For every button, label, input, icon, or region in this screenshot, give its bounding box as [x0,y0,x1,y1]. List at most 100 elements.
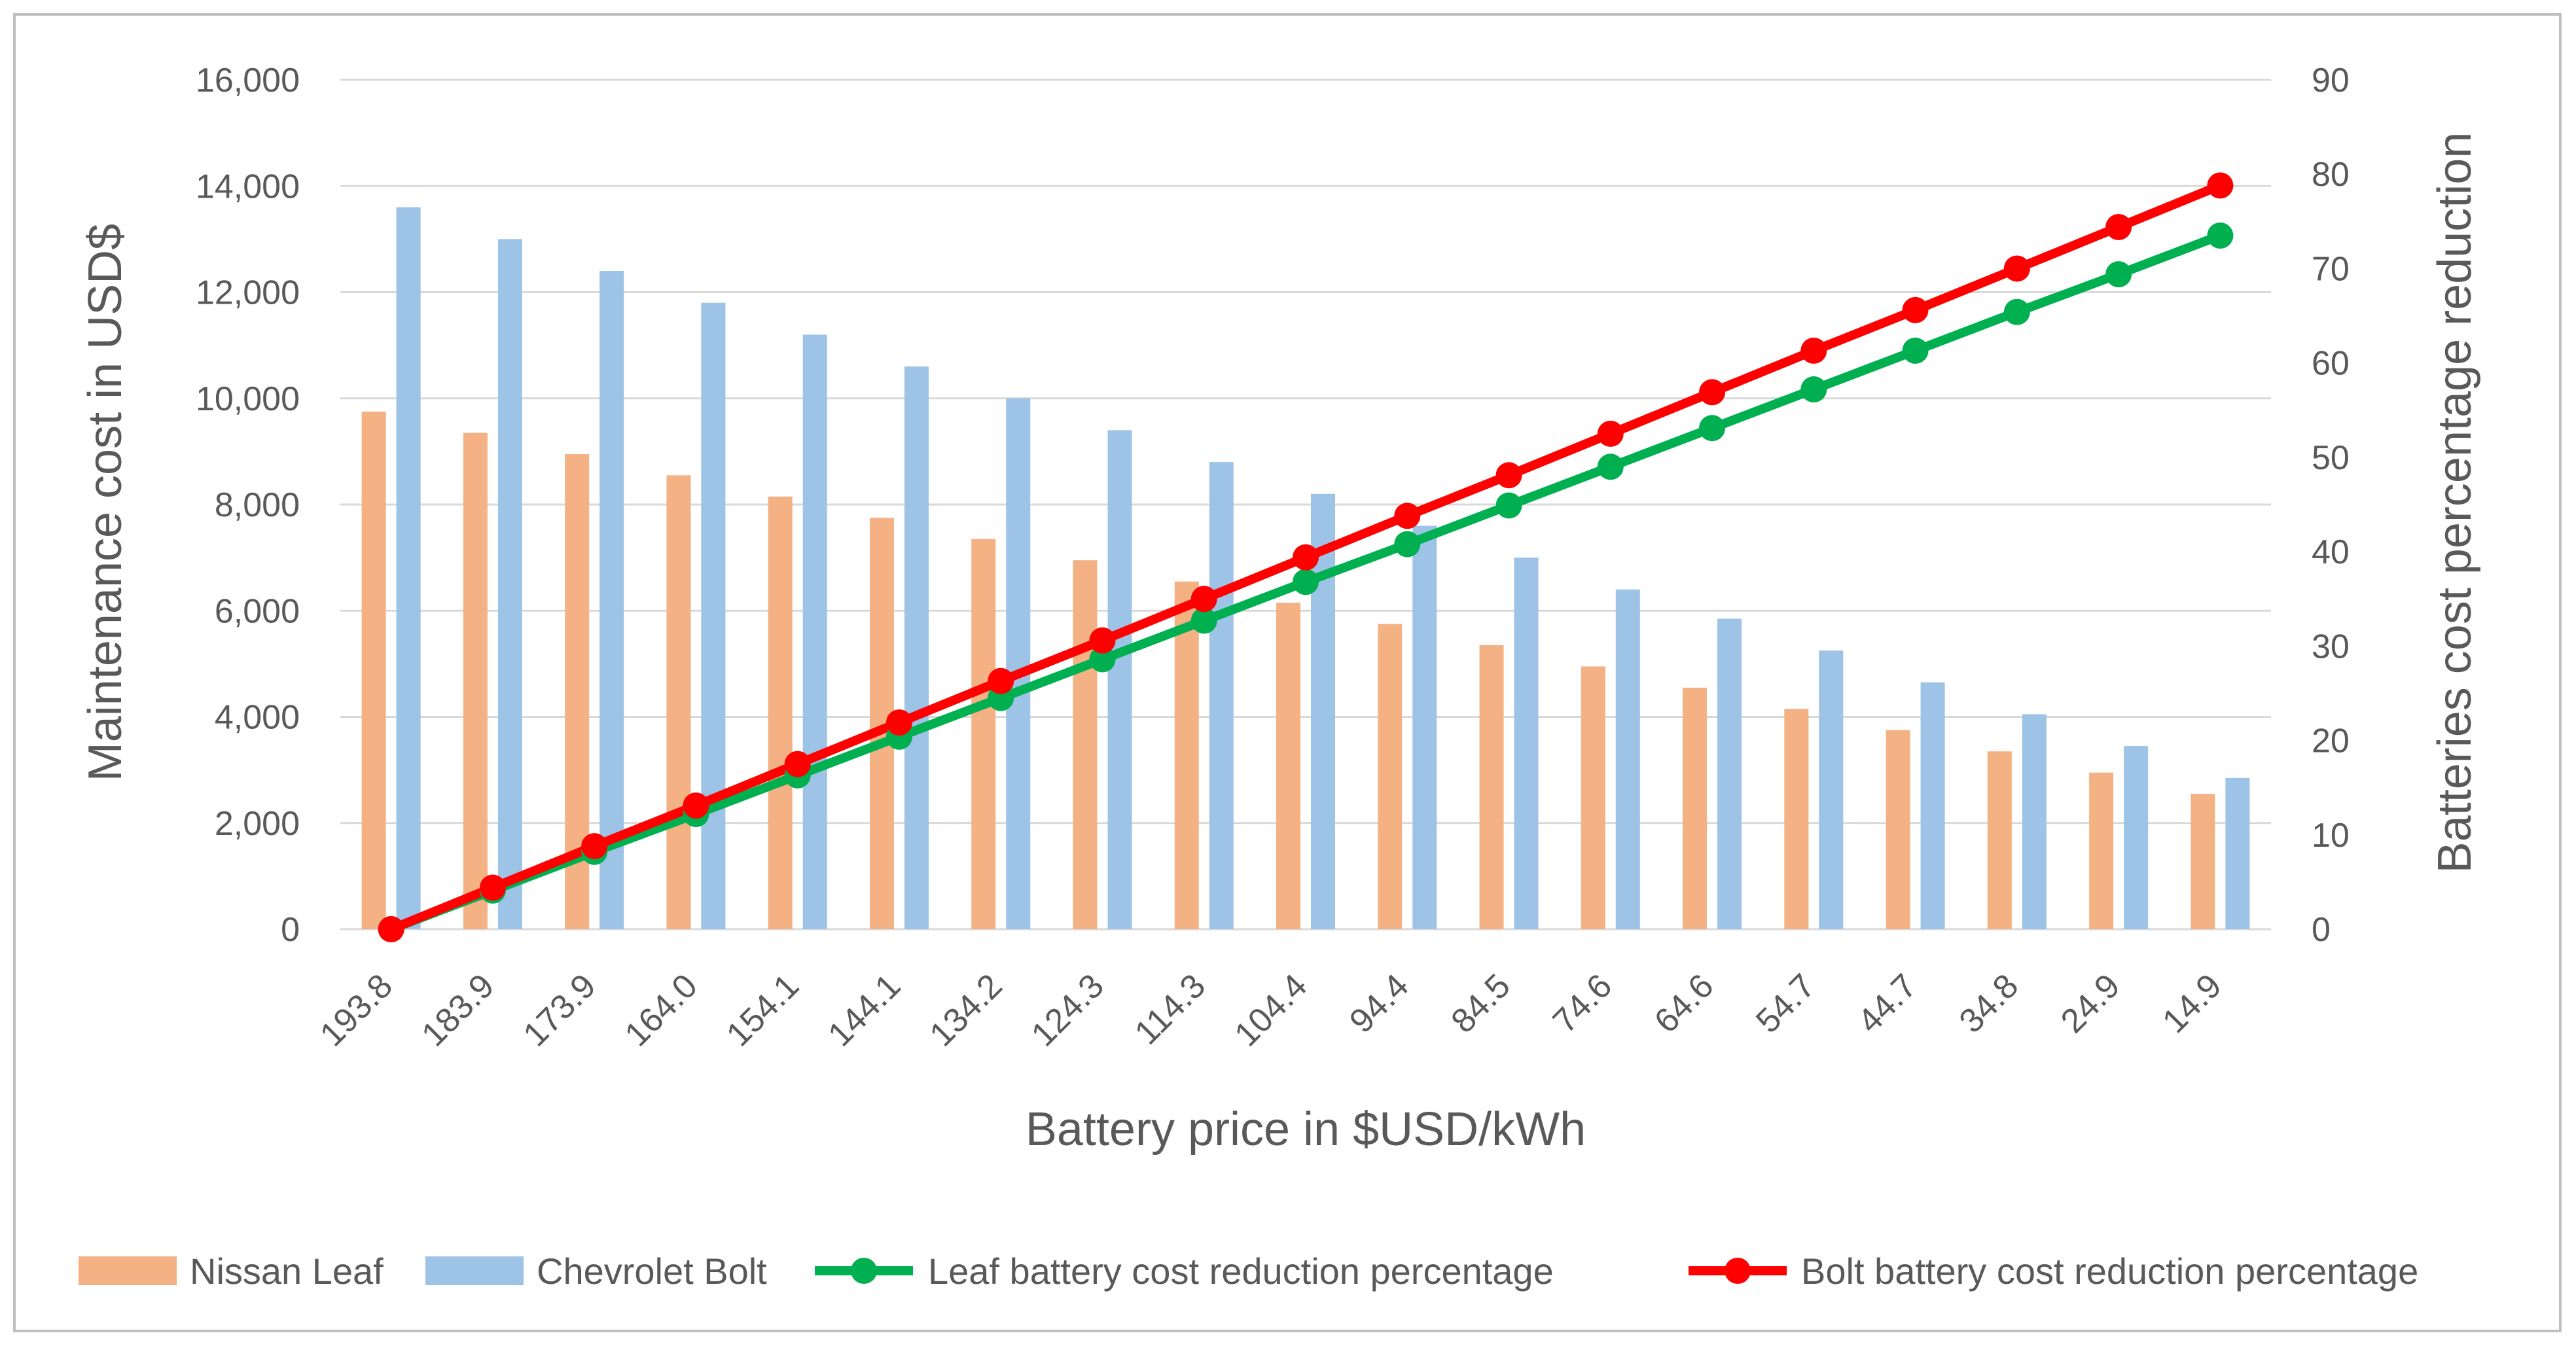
y-tick-label: 0 [281,911,300,949]
point-bolt-reduction [683,792,709,819]
y2-axis-ticks: 0 10 20 30 40 50 60 70 80 90 [2312,62,2350,949]
point-bolt-reduction [378,916,404,942]
bar-nissan-leaf [2191,794,2215,929]
bar-chevrolet-bolt [2225,777,2250,929]
bar-chevrolet-bolt [701,302,726,930]
y-axis-title: Maintenance cost in USD$ [79,224,132,781]
point-leaf-reduction [1699,415,1726,442]
bar-chevrolet-bolt [1514,558,1539,929]
y2-tick-label: 70 [2312,250,2350,288]
point-bolt-reduction [2105,213,2132,240]
y-tick-label: 16,000 [196,62,300,99]
y-axis-ticks: 0 2,000 4,000 6,000 8,000 10,000 12,000 14,000 1… [196,62,300,949]
bar-chevrolet-bolt [1615,589,1640,929]
point-leaf-reduction [1394,531,1421,558]
bar-nissan-leaf [1886,730,1910,929]
bar-chevrolet-bolt [1819,650,1844,929]
bar-chevrolet-bolt [1209,462,1234,929]
bar-chevrolet-bolt [802,334,827,929]
point-bolt-reduction [2207,172,2234,199]
bar-nissan-leaf [1784,709,1809,929]
legend-label-leaf-reduction: Leaf battery cost reduction percentage [928,1250,1554,1292]
point-leaf-reduction [1902,337,1929,364]
legend-swatch-chevrolet-bolt [425,1256,524,1285]
bar-nissan-leaf [1479,645,1504,929]
y-tick-label: 4,000 [215,699,300,737]
point-leaf-reduction [1800,376,1827,403]
point-leaf-reduction [2207,222,2234,249]
point-leaf-reduction [1293,569,1319,595]
point-bolt-reduction [784,751,811,777]
y2-axis-title: Batteries cost percentage reduction [2429,132,2481,874]
bar-nissan-leaf [971,539,996,929]
bar-nissan-leaf [1073,560,1098,929]
point-bolt-reduction [1699,379,1726,406]
y2-tick-label: 50 [2312,439,2350,477]
legend-marker-leaf-reduction [851,1258,877,1284]
point-bolt-reduction [988,667,1014,694]
point-leaf-reduction [1495,492,1522,519]
bar-chevrolet-bolt [2124,746,2149,929]
bar-chevrolet-bolt [904,366,929,929]
bar-nissan-leaf [1276,603,1300,929]
legend-label-bolt-reduction: Bolt battery cost reduction percentage [1801,1250,2418,1292]
points [378,172,2234,942]
bar-nissan-leaf [1174,581,1199,929]
bar-chevrolet-bolt [1006,398,1031,929]
y2-tick-label: 40 [2312,533,2350,571]
y2-tick-label: 60 [2312,345,2350,383]
y-tick-label: 14,000 [196,168,300,205]
point-bolt-reduction [479,874,506,901]
point-leaf-reduction [2105,261,2132,288]
point-leaf-reduction [1089,646,1116,673]
bar-nissan-leaf [2089,772,2114,929]
y-tick-label: 12,000 [196,274,300,312]
bar-nissan-leaf [1987,751,2012,929]
point-bolt-reduction [581,833,608,860]
y2-tick-label: 20 [2312,722,2350,760]
legend-label-nissan-leaf: Nissan Leaf [190,1250,384,1292]
point-leaf-reduction [1597,453,1624,480]
legend-swatch-nissan-leaf [79,1256,177,1285]
point-bolt-reduction [1597,420,1624,447]
point-bolt-reduction [1190,586,1217,612]
bar-nissan-leaf [361,412,386,929]
y-tick-label: 10,000 [196,380,300,418]
bar-chevrolet-bolt [396,207,421,930]
point-bolt-reduction [885,709,912,736]
y2-tick-label: 30 [2312,628,2350,665]
y2-tick-label: 80 [2312,156,2350,194]
bar-chevrolet-bolt [1920,682,1945,929]
bar-nissan-leaf [666,475,691,929]
bar-nissan-leaf [463,433,488,929]
point-bolt-reduction [1089,627,1116,654]
point-bolt-reduction [1293,544,1319,571]
legend-label-chevrolet-bolt: Chevrolet Bolt [537,1250,767,1292]
point-leaf-reduction [1190,607,1217,634]
x-axis-title: Battery price in $USD/kWh [1026,1103,1586,1156]
bar-chevrolet-bolt [1717,618,1742,929]
bar-nissan-leaf [1581,666,1605,929]
y2-tick-label: 10 [2312,817,2350,855]
point-bolt-reduction [1902,296,1929,323]
y2-tick-label: 0 [2312,911,2331,949]
bar-nissan-leaf [768,496,793,929]
bar-chevrolet-bolt [1412,525,1437,929]
bar-chevrolet-bolt [1107,430,1132,929]
point-bolt-reduction [1495,462,1522,489]
point-bolt-reduction [2003,255,2030,282]
legend: Nissan Leaf Chevrolet Bolt Leaf battery … [79,1250,2418,1292]
bars [361,207,2250,930]
y-tick-label: 8,000 [215,486,300,524]
point-leaf-reduction [2003,298,2030,325]
y-tick-label: 6,000 [215,592,300,630]
bar-chevrolet-bolt [497,239,522,929]
y2-tick-label: 90 [2312,62,2350,99]
point-bolt-reduction [1800,337,1827,364]
legend-marker-bolt-reduction [1725,1258,1751,1284]
bar-chevrolet-bolt [599,271,624,929]
bar-nissan-leaf [1683,687,1708,929]
bar-chevrolet-bolt [2022,714,2047,929]
